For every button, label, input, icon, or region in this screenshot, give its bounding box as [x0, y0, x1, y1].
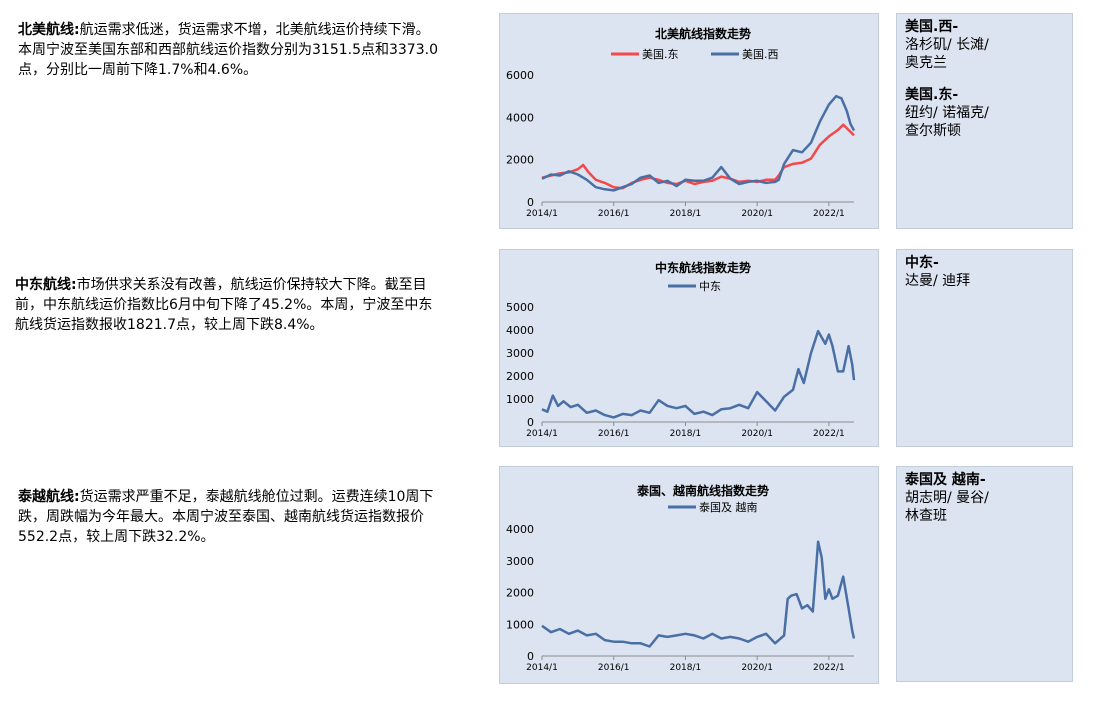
y-tick-label: 1000 [506, 618, 534, 631]
side-note-line: 洛杉矶/ 长滩/ [905, 37, 989, 53]
series-line [541, 329, 856, 419]
section-text: 航运需求低迷，货运需求不增，北美航线运价持续下滑。本周宁波至美国东部和西部航线运… [18, 22, 438, 78]
y-tick-label: 4000 [506, 523, 534, 536]
side-note-middle-east: 中东- 达曼/ 迪拜 [896, 249, 1073, 447]
chart-north-america: 北美航线指数走势美国.东 美国.西 0 2000 4000 6000 2014/1 2016/… [499, 13, 879, 229]
section-north-america: 北美航线:航运需求低迷，货运需求不增，北美航线运价持续下滑。本周宁波至美国东部和… [18, 20, 438, 80]
side-note-line: 达曼/ 迪拜 [905, 273, 971, 289]
legend-label: 泰国及 越南 [699, 500, 758, 514]
x-tick-label: 2014/1 [526, 429, 558, 439]
side-note-block: 美国.西- 洛杉矶/ 长滩/ 奥克兰 [905, 18, 1064, 72]
legend-label: 中东 [699, 280, 721, 293]
side-note-line: 查尔斯顿 [905, 123, 961, 139]
side-note-line: 纽约/ 诺福克/ [905, 105, 989, 121]
x-tick-label: 2016/1 [598, 209, 630, 219]
section-heading: 中东航线: [15, 277, 77, 293]
section-text: 货运需求严重不足，泰越航线舱位过剩。运费连续10周下跌，周跌幅为今年最大。本周宁… [18, 489, 434, 545]
y-tick-label: 6000 [506, 69, 534, 82]
x-tick-label: 2016/1 [598, 663, 630, 673]
section-thailand-vietnam: 泰越航线:货运需求严重不足，泰越航线舱位过剩。运费连续10周下跌，周跌幅为今年最… [18, 487, 443, 547]
legend-label: 美国.西 [742, 48, 779, 61]
y-tick-label: 1000 [506, 393, 534, 406]
y-tick-label: 4000 [506, 324, 534, 337]
x-tick-label: 2016/1 [598, 429, 630, 439]
side-note-line: 林查班 [905, 508, 947, 524]
y-tick-label: 2000 [506, 154, 534, 167]
y-tick-label: 0 [527, 650, 534, 663]
y-tick-label: 5000 [506, 301, 534, 314]
side-note-title: 泰国及 越南- [905, 472, 986, 488]
x-tick-label: 2020/1 [741, 429, 773, 439]
y-tick-label: 4000 [506, 111, 534, 124]
side-note-title: 美国.西- [905, 19, 959, 35]
section-middle-east: 中东航线:市场供求关系没有改善，航线运价保持较大下降。截至目前，中东航线运价指数… [15, 275, 440, 335]
series-line [541, 540, 856, 648]
series-line [541, 123, 855, 190]
chart-title: 中东航线指数走势 [655, 260, 751, 275]
side-note-north-america: 美国.西- 洛杉矶/ 长滩/ 奥克兰 美国.东- 纽约/ 诺福克/ 查尔斯顿 [896, 13, 1073, 229]
section-heading: 北美航线: [18, 22, 80, 38]
y-tick-label: 3000 [506, 555, 534, 568]
x-tick-label: 2020/1 [741, 209, 773, 219]
section-heading: 泰越航线: [18, 489, 80, 505]
chart-title: 泰国、越南航线指数走势 [636, 483, 769, 498]
x-tick-label: 2018/1 [670, 429, 702, 439]
y-tick-label: 3000 [506, 347, 534, 360]
y-tick-label: 0 [527, 416, 534, 429]
side-note-title: 美国.东- [905, 87, 959, 103]
x-tick-label: 2022/1 [813, 663, 845, 673]
chart-thailand-vietnam: 泰国、越南航线指数走势泰国及 越南 0 1000 2000 3000 4000 2014/1… [499, 466, 879, 684]
series-line [541, 94, 856, 192]
x-tick-label: 2018/1 [670, 209, 702, 219]
x-tick-label: 2014/1 [526, 209, 558, 219]
y-tick-label: 0 [527, 196, 534, 209]
chart-middle-east: 中东航线指数走势中东 0 1000 2000 3000 4000 5000 2014/1 201… [499, 249, 879, 447]
x-tick-label: 2022/1 [813, 209, 845, 219]
chart-title: 北美航线指数走势 [655, 26, 751, 41]
side-note-block: 泰国及 越南- 胡志明/ 曼谷/ 林查班 [905, 471, 1064, 525]
side-note-block: 中东- 达曼/ 迪拜 [905, 254, 1064, 290]
side-note-thailand-vietnam: 泰国及 越南- 胡志明/ 曼谷/ 林查班 [896, 466, 1073, 682]
side-note-line: 胡志明/ 曼谷/ [905, 490, 989, 506]
side-note-line: 奥克兰 [905, 55, 947, 71]
x-tick-label: 2018/1 [670, 663, 702, 673]
y-tick-label: 2000 [506, 587, 534, 600]
x-tick-label: 2022/1 [813, 429, 845, 439]
y-tick-label: 2000 [506, 370, 534, 383]
side-note-title: 中东- [905, 255, 939, 271]
x-tick-label: 2020/1 [741, 663, 773, 673]
x-tick-label: 2014/1 [526, 663, 558, 673]
legend-label: 美国.东 [642, 48, 679, 61]
section-text: 市场供求关系没有改善，航线运价保持较大下降。截至目前，中东航线运价指数比6月中旬… [15, 277, 433, 333]
side-note-block: 美国.东- 纽约/ 诺福克/ 查尔斯顿 [905, 86, 1064, 140]
